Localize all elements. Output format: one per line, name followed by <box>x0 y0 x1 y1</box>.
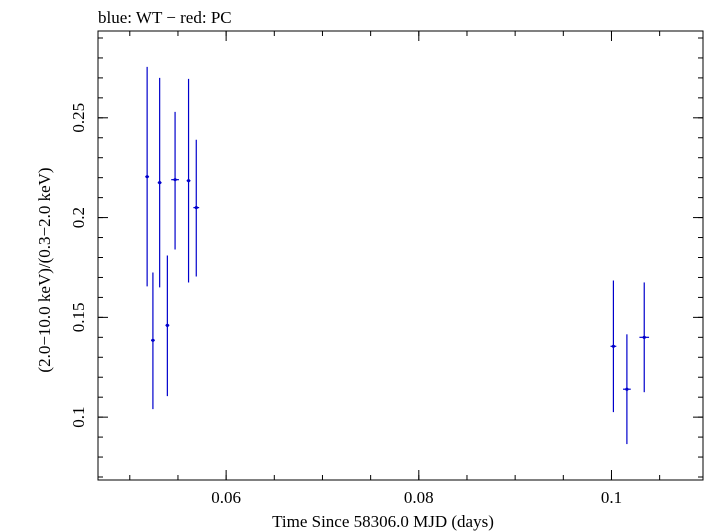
chart-title: blue: WT − red: PC <box>98 8 232 27</box>
y-tick-label: 0.2 <box>69 207 88 228</box>
point-marker <box>642 335 646 339</box>
data-point <box>623 334 631 445</box>
x-tick-label: 0.06 <box>211 488 241 507</box>
y-tick-label: 0.1 <box>69 407 88 428</box>
axis-ticks <box>98 31 703 480</box>
point-marker <box>173 178 177 182</box>
point-marker <box>165 323 169 327</box>
tick-labels: 0.06 0.08 0.1 0.1 0.15 0.2 0.25 <box>69 103 622 507</box>
data-point <box>186 78 191 283</box>
data-point <box>165 255 170 397</box>
point-marker <box>186 179 191 183</box>
data-point <box>145 66 150 287</box>
data-point <box>150 272 155 410</box>
point-marker <box>611 344 616 348</box>
plot-frame <box>97 30 704 481</box>
data-point <box>639 282 650 393</box>
point-marker <box>194 206 198 210</box>
data-points <box>145 66 650 445</box>
data-point <box>193 139 200 277</box>
point-marker <box>158 181 162 185</box>
x-tick-label: 0.1 <box>601 488 622 507</box>
point-marker <box>151 338 155 342</box>
y-tick-label: 0.15 <box>69 302 88 332</box>
y-axis-label: (2.0−10.0 keV)/(0.3−2.0 keV) <box>35 167 54 372</box>
x-tick-label: 0.08 <box>404 488 434 507</box>
y-tick-label: 0.25 <box>69 103 88 133</box>
x-axis-label: Time Since 58306.0 MJD (days) <box>272 512 494 531</box>
data-point <box>157 77 162 288</box>
point-marker <box>145 175 149 179</box>
point-marker <box>625 387 629 391</box>
data-point <box>171 111 179 250</box>
data-point <box>610 280 617 413</box>
